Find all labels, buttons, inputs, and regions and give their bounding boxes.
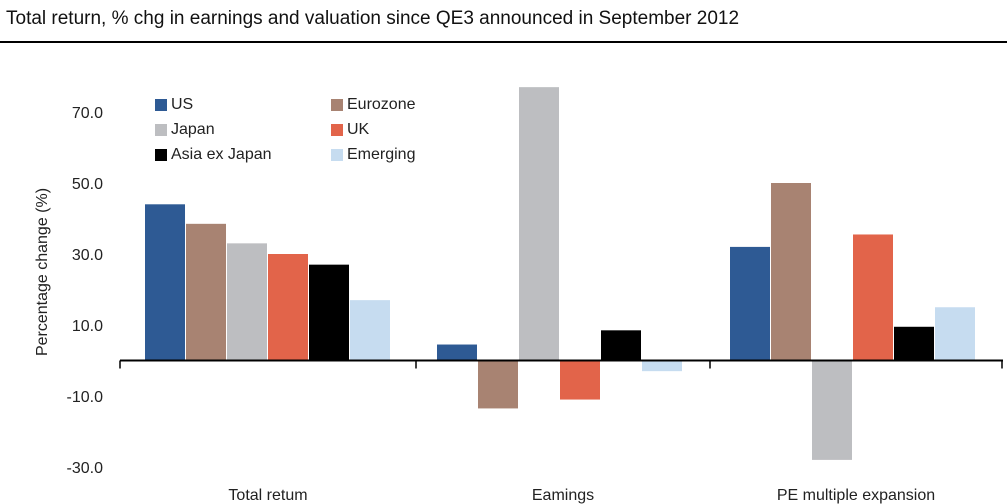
bar-eurozone-2: [771, 183, 811, 361]
chart-title: Total return, % chg in earnings and valu…: [6, 8, 740, 29]
legend-item-eurozone: Eurozone: [331, 92, 481, 117]
bar-japan-0: [227, 243, 267, 361]
bar-emerging-0: [350, 300, 390, 361]
y-tick-label-4: -10.0: [67, 389, 104, 406]
x-category-label-1: Eamings: [532, 487, 594, 504]
legend-swatch: [331, 148, 343, 161]
bar-us-2: [730, 246, 770, 361]
bar-us-1: [437, 344, 477, 361]
y-tick-label-0: 70.0: [72, 105, 103, 122]
legend-label: UK: [347, 120, 370, 138]
bar-uk-2: [853, 234, 893, 361]
y-axis-label: Percentage change (%): [34, 188, 51, 356]
chart-legend: US Eurozone Japan UK Asia ex Japan Emerging: [155, 92, 481, 167]
bar-uk-0: [268, 254, 308, 361]
bar-japan-1: [519, 87, 559, 361]
legend-label: US: [171, 95, 194, 113]
legend-label: Eurozone: [347, 95, 416, 113]
legend-item-uk: UK: [331, 117, 481, 142]
bar-asia-ex-japan-2: [894, 326, 934, 361]
bar-eurozone-0: [186, 223, 226, 361]
legend-label: Emerging: [347, 145, 416, 163]
x-category-label-0: Total retum: [228, 487, 307, 504]
legend-item-emerging: Emerging: [331, 142, 481, 167]
y-tick-label-3: 10.0: [72, 318, 103, 335]
bar-us-0: [145, 204, 185, 361]
legend-swatch: [155, 98, 167, 111]
legend-swatch: [331, 98, 343, 111]
legend-item-us: US: [155, 92, 331, 117]
bar-emerging-2: [935, 307, 975, 361]
legend-label: Asia ex Japan: [171, 145, 272, 163]
bar-asia-ex-japan-1: [601, 330, 641, 361]
legend-swatch: [155, 123, 167, 136]
bar-uk-1: [560, 360, 600, 400]
legend-swatch: [331, 123, 343, 136]
x-category-label-2: PE multiple expansion: [777, 487, 935, 504]
y-tick-label-5: -30.0: [67, 460, 104, 477]
legend-swatch: [155, 148, 167, 161]
legend-item-asia-ex-japan: Asia ex Japan: [155, 142, 331, 167]
bar-eurozone-1: [478, 360, 518, 409]
legend-label: Japan: [171, 120, 215, 138]
y-tick-label-1: 50.0: [72, 176, 103, 193]
bar-emerging-1: [642, 360, 682, 372]
bar-japan-2: [812, 360, 852, 460]
legend-item-japan: Japan: [155, 117, 331, 142]
bar-asia-ex-japan-0: [309, 264, 349, 361]
y-tick-label-2: 30.0: [72, 247, 103, 264]
title-divider: [0, 41, 1007, 43]
